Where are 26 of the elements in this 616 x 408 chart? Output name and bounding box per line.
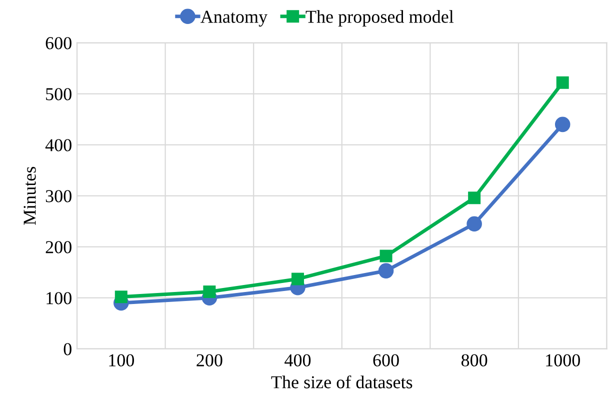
y-tick-label: 0 bbox=[64, 343, 72, 356]
point bbox=[554, 116, 570, 132]
point bbox=[556, 76, 569, 89]
legend-label: The proposed model bbox=[306, 10, 454, 27]
point bbox=[378, 263, 394, 278]
y-tick-label: 200 bbox=[46, 241, 72, 254]
point bbox=[380, 250, 392, 262]
y-tick-label: 500 bbox=[46, 88, 72, 100]
x-tick-label: 800 bbox=[461, 354, 488, 366]
y-tick-label: 300 bbox=[46, 190, 72, 202]
x-tick-label: 600 bbox=[373, 354, 399, 366]
x-tick-label: 400 bbox=[284, 354, 311, 366]
point bbox=[468, 192, 481, 204]
y-axis-title: Minutes bbox=[24, 166, 36, 225]
point bbox=[114, 290, 128, 304]
point bbox=[291, 272, 304, 286]
y-tick-label: 100 bbox=[46, 292, 72, 304]
x-tick-label: 200 bbox=[196, 354, 222, 366]
x-axis-title: The size of datasets bbox=[271, 375, 412, 388]
y-tick-label: 400 bbox=[45, 139, 72, 152]
point bbox=[466, 216, 482, 232]
legend-label: Anatomy bbox=[200, 10, 268, 27]
x-tick-label: 100 bbox=[109, 354, 134, 366]
point bbox=[203, 285, 216, 298]
x-tick-label: 1000 bbox=[546, 354, 580, 366]
y-tick-label: 600 bbox=[46, 37, 72, 50]
